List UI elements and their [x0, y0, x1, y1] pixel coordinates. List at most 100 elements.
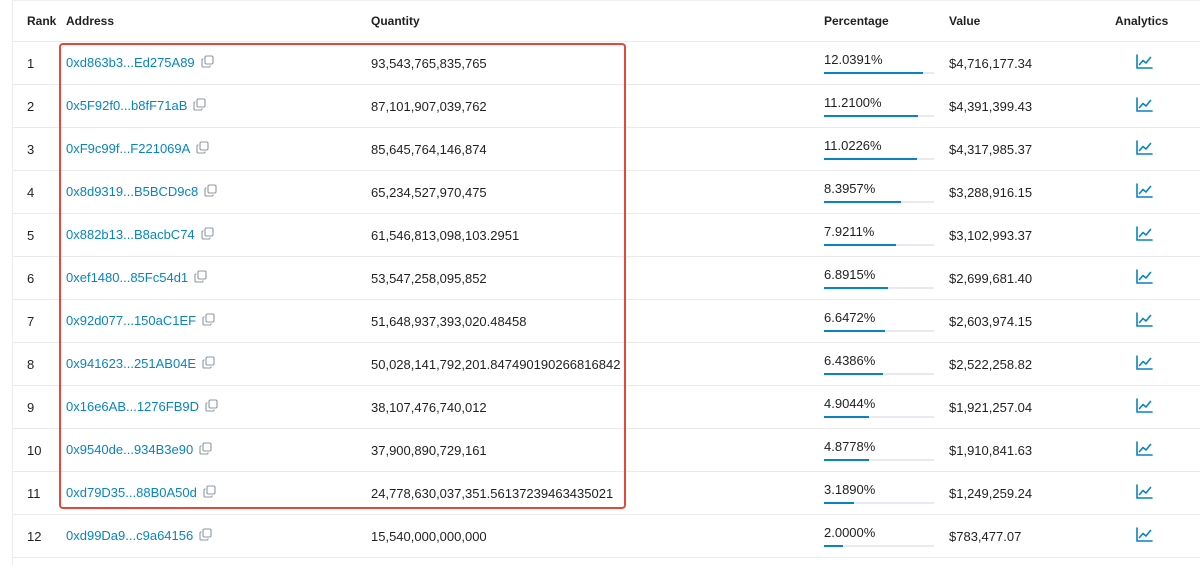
- value-cell: $2,699,681.40: [949, 256, 1115, 300]
- header-value: Value: [949, 1, 1115, 42]
- rank-cell: 10: [13, 428, 66, 472]
- percentage-bar-fill: [824, 201, 901, 203]
- percentage-bar: [824, 287, 934, 289]
- value-cell: $3,102,993.37: [949, 213, 1115, 257]
- copy-icon[interactable]: [194, 270, 207, 286]
- copy-icon[interactable]: [196, 141, 209, 157]
- address-cell: 0xef1480...85Fc54d1: [66, 256, 371, 300]
- copy-icon[interactable]: [201, 227, 214, 243]
- analytics-cell: [1115, 256, 1200, 300]
- line-chart-icon[interactable]: [1135, 483, 1153, 503]
- table-row: 10 0x9540de...934B3e90 37,900,890,729,16…: [13, 428, 1200, 472]
- copy-icon[interactable]: [205, 399, 218, 415]
- line-chart-icon[interactable]: [1135, 311, 1153, 331]
- address-cell: 0x8d9319...B5BCD9c8: [66, 170, 371, 214]
- address-cell: 0xF9c99f...F221069A: [66, 127, 371, 171]
- percentage-cell: 11.0226%: [824, 127, 949, 171]
- address-link[interactable]: 0xF9c99f...F221069A: [66, 140, 191, 156]
- percentage-bar-fill: [824, 459, 869, 461]
- address-cell: 0x9540de...934B3e90: [66, 428, 371, 472]
- copy-icon[interactable]: [201, 55, 214, 71]
- copy-icon[interactable]: [202, 356, 215, 372]
- address-link[interactable]: 0x5F92f0...b8fF71aB: [66, 97, 188, 113]
- percentage-bar: [824, 459, 934, 461]
- percentage-cell: 8.3957%: [824, 170, 949, 214]
- copy-icon[interactable]: [199, 442, 212, 458]
- percentage-text: 12.0391%: [824, 52, 883, 67]
- percentage-bar: [824, 115, 934, 117]
- table-body: 1 0xd863b3...Ed275A89 93,543,765,835,765…: [13, 41, 1200, 558]
- line-chart-icon[interactable]: [1135, 225, 1153, 245]
- copy-icon[interactable]: [202, 313, 215, 329]
- holders-table: Rank Address Quantity Percentage Value A…: [13, 1, 1200, 558]
- value-cell: $1,921,257.04: [949, 385, 1115, 429]
- percentage-text: 6.4386%: [824, 353, 876, 368]
- address-link[interactable]: 0x92d077...150aC1EF: [66, 312, 197, 328]
- value-cell: $1,910,841.63: [949, 428, 1115, 472]
- quantity-cell: 61,546,813,098,103.2951: [371, 213, 824, 257]
- percentage-bar: [824, 330, 934, 332]
- line-chart-icon[interactable]: [1135, 440, 1153, 460]
- percentage-bar-fill: [824, 416, 870, 418]
- header-quantity: Quantity: [371, 1, 824, 42]
- quantity-cell: 85,645,764,146,874: [371, 127, 824, 171]
- line-chart-icon[interactable]: [1135, 268, 1153, 288]
- copy-icon[interactable]: [199, 528, 212, 544]
- percentage-bar-fill: [824, 158, 917, 160]
- percentage-bar-fill: [824, 330, 886, 332]
- line-chart-icon[interactable]: [1135, 526, 1153, 546]
- analytics-cell: [1115, 170, 1200, 214]
- percentage-bar: [824, 545, 934, 547]
- table-row: 5 0x882b13...B8acbC74 61,546,813,098,103…: [13, 213, 1200, 257]
- address-link[interactable]: 0x882b13...B8acbC74: [66, 226, 195, 242]
- percentage-text: 2.0000%: [824, 525, 876, 540]
- percentage-text: 11.0226%: [824, 138, 882, 153]
- quantity-cell: 24,778,630,037,351.56137239463435021: [371, 471, 824, 515]
- percentage-bar: [824, 158, 934, 160]
- quantity-cell: 15,540,000,000,000: [371, 514, 824, 558]
- analytics-cell: [1115, 385, 1200, 429]
- percentage-text: 3.1890%: [824, 482, 876, 497]
- line-chart-icon[interactable]: [1135, 139, 1153, 159]
- address-link[interactable]: 0xef1480...85Fc54d1: [66, 269, 189, 285]
- copy-icon[interactable]: [193, 98, 206, 114]
- value-cell: $4,391,399.43: [949, 84, 1115, 128]
- copy-icon[interactable]: [203, 485, 216, 501]
- percentage-cell: 3.1890%: [824, 471, 949, 515]
- percentage-cell: 6.8915%: [824, 256, 949, 300]
- line-chart-icon[interactable]: [1135, 53, 1153, 73]
- percentage-cell: 12.0391%: [824, 41, 949, 85]
- value-cell: $4,716,177.34: [949, 41, 1115, 85]
- line-chart-icon[interactable]: [1135, 182, 1153, 202]
- value-cell: $2,603,974.15: [949, 299, 1115, 343]
- address-cell: 0x882b13...B8acbC74: [66, 213, 371, 257]
- quantity-cell: 38,107,476,740,012: [371, 385, 824, 429]
- percentage-text: 6.8915%: [824, 267, 876, 282]
- address-link[interactable]: 0x941623...251AB04E: [66, 355, 197, 371]
- percentage-cell: 6.6472%: [824, 299, 949, 343]
- address-link[interactable]: 0xd79D35...88B0A50d: [66, 484, 197, 500]
- address-link[interactable]: 0x8d9319...B5BCD9c8: [66, 183, 199, 199]
- analytics-cell: [1115, 213, 1200, 257]
- address-cell: 0x5F92f0...b8fF71aB: [66, 84, 371, 128]
- rank-cell: 2: [13, 84, 66, 128]
- rank-cell: 8: [13, 342, 66, 386]
- line-chart-icon[interactable]: [1135, 397, 1153, 417]
- percentage-cell: 4.9044%: [824, 385, 949, 429]
- percentage-bar-fill: [824, 72, 923, 74]
- line-chart-icon[interactable]: [1135, 354, 1153, 374]
- address-link[interactable]: 0xd99Da9...c9a64156: [66, 527, 194, 543]
- value-cell: $4,317,985.37: [949, 127, 1115, 171]
- copy-icon[interactable]: [204, 184, 217, 200]
- address-cell: 0xd79D35...88B0A50d: [66, 471, 371, 515]
- percentage-bar: [824, 373, 934, 375]
- address-link[interactable]: 0xd863b3...Ed275A89: [66, 54, 195, 70]
- address-link[interactable]: 0x9540de...934B3e90: [66, 441, 194, 457]
- analytics-cell: [1115, 514, 1200, 558]
- percentage-bar: [824, 244, 934, 246]
- percentage-cell: 11.2100%: [824, 84, 949, 128]
- percentage-bar-fill: [824, 545, 843, 547]
- line-chart-icon[interactable]: [1135, 96, 1153, 116]
- quantity-cell: 93,543,765,835,765: [371, 41, 824, 85]
- address-link[interactable]: 0x16e6AB...1276FB9D: [66, 398, 199, 414]
